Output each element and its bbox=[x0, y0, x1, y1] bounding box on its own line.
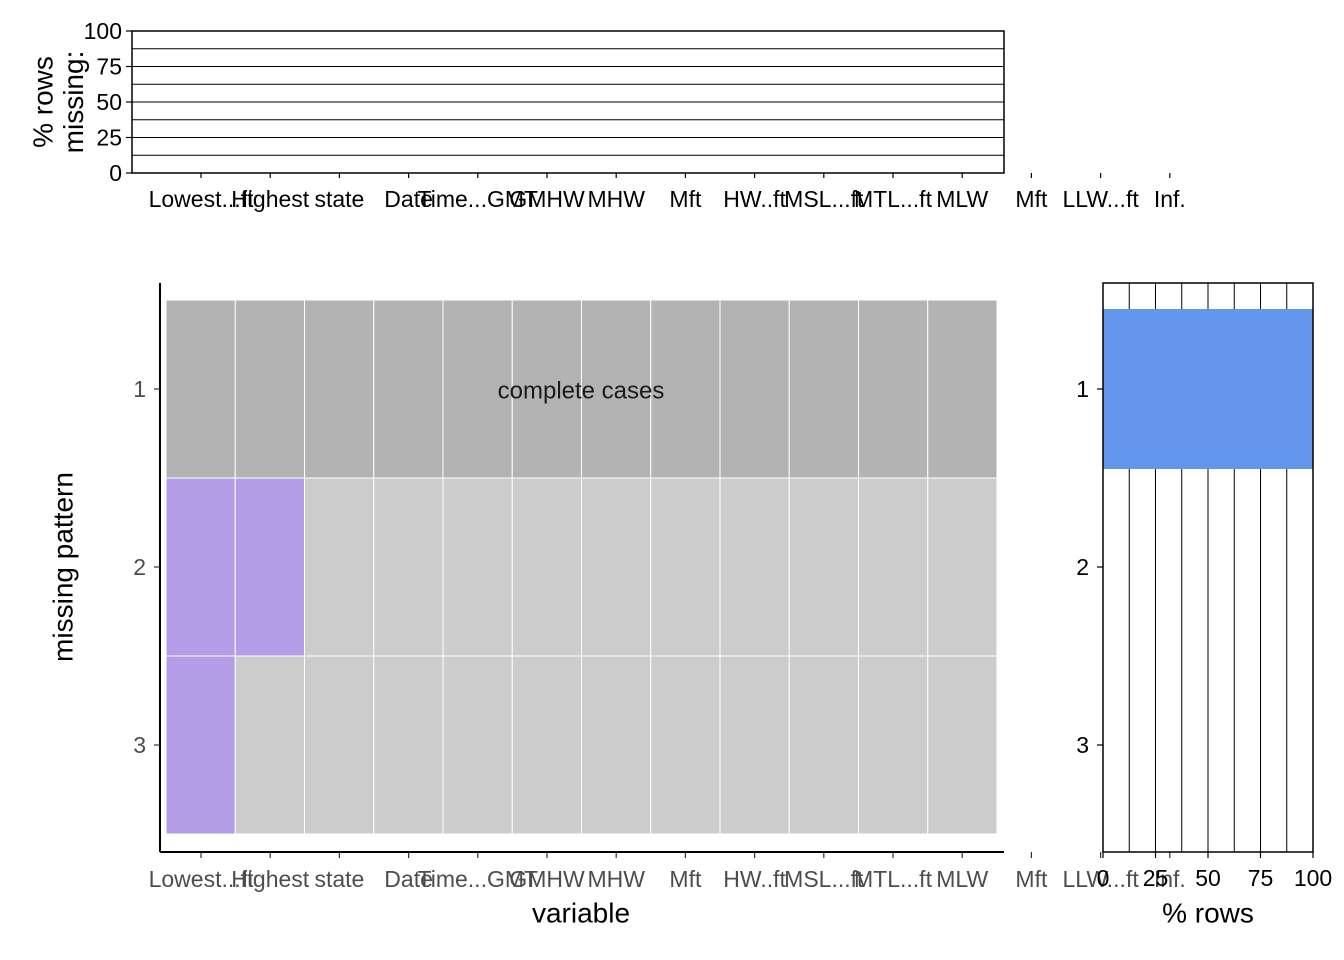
main-xtick-label-13: LLW...ft bbox=[1062, 866, 1139, 892]
top-ylabel-line-0: % rows bbox=[27, 56, 58, 148]
main-ytick-label-1: 1 bbox=[133, 376, 146, 402]
top-ytick-label-0: 0 bbox=[109, 160, 122, 186]
pattern-cell-r3-c7 bbox=[581, 655, 652, 835]
right-xlabel: % rows bbox=[1162, 898, 1254, 929]
pattern-cell-r3-c12 bbox=[927, 655, 998, 835]
pattern-cell-r2-c6 bbox=[511, 477, 582, 657]
pattern-cell-r1-c4 bbox=[373, 299, 444, 479]
top-xtick-label-13: LLW...ft bbox=[1062, 186, 1139, 212]
right-xtick-label-4: 100 bbox=[1294, 865, 1332, 891]
main-ytick-label-3: 3 bbox=[133, 732, 146, 758]
main-xtick-label-2: state bbox=[314, 866, 364, 892]
top-xtick-label-0: Lowest...ft bbox=[149, 186, 254, 212]
top-ytick-label-2: 50 bbox=[96, 89, 122, 115]
top-xtick-label-11: MLW bbox=[936, 186, 988, 212]
main-xtick-label-8: HW..ft bbox=[723, 866, 786, 892]
top-xtick-label-3: Date bbox=[384, 186, 433, 212]
right-bar-1 bbox=[1103, 309, 1313, 469]
top-xtick-label-5: GMHW bbox=[509, 186, 585, 212]
pattern-cell-r2-c10 bbox=[788, 477, 859, 657]
main-xtick-label-5: GMHW bbox=[509, 866, 585, 892]
main-xtick-label-9: MSL...ft bbox=[784, 866, 864, 892]
top-xtick-label-4: Time...GMT bbox=[418, 186, 539, 212]
pattern-cell-r2-c3 bbox=[304, 477, 375, 657]
top-ylabel-line-1: missing: bbox=[58, 51, 89, 154]
main-xtick-label-1: Highest bbox=[231, 866, 310, 892]
main-xtick-label-11: MLW bbox=[936, 866, 988, 892]
pattern-cell-r2-c4 bbox=[373, 477, 444, 657]
pattern-cell-r2-c7 bbox=[581, 477, 652, 657]
pattern-cell-r1-c10 bbox=[788, 299, 859, 479]
pattern-cell-r1-c11 bbox=[858, 299, 929, 479]
pattern-cell-r3-c2 bbox=[234, 655, 305, 835]
pattern-cell-r1-c6 bbox=[511, 299, 582, 479]
main-xtick-label-14: Inf. bbox=[1154, 866, 1186, 892]
pattern-cell-r1-c7 bbox=[581, 299, 652, 479]
pattern-cell-r1-c5 bbox=[442, 299, 513, 479]
pattern-cell-r1-c12 bbox=[927, 299, 998, 479]
main-xtick-label-0: Lowest...ft bbox=[149, 866, 254, 892]
top-ytick-label-1: 25 bbox=[96, 125, 122, 151]
pattern-cell-r3-c4 bbox=[373, 655, 444, 835]
top-ylabel: % rowsmissing: bbox=[27, 51, 89, 154]
top-xtick-label-12: Mft bbox=[1015, 186, 1048, 212]
pattern-cell-r3-c8 bbox=[650, 655, 721, 835]
pattern-cell-r1-c9 bbox=[719, 299, 790, 479]
right-xtick-label-0: 0 bbox=[1097, 865, 1110, 891]
pattern-cell-r1-c1 bbox=[165, 299, 236, 479]
top-xtick-label-8: HW..ft bbox=[723, 186, 786, 212]
main-xtick-label-3: Date bbox=[384, 866, 433, 892]
main-xlabel: variable bbox=[532, 898, 630, 929]
pattern-cell-r2-c8 bbox=[650, 477, 721, 657]
top-ytick-label-3: 75 bbox=[96, 54, 122, 80]
top-xtick-label-10: MTL...ft bbox=[854, 186, 933, 212]
main-xtick-label-7: Mft bbox=[669, 866, 702, 892]
pattern-cell-r1-c8 bbox=[650, 299, 721, 479]
pattern-cell-r2-c12 bbox=[927, 477, 998, 657]
top-xtick-label-9: MSL...ft bbox=[784, 186, 864, 212]
main-xtick-label-10: MTL...ft bbox=[854, 866, 933, 892]
pattern-cell-r3-c6 bbox=[511, 655, 582, 835]
top-xtick-label-14: Inf. bbox=[1154, 186, 1186, 212]
top-xtick-label-1: Highest bbox=[231, 186, 310, 212]
pattern-cell-r3-c11 bbox=[858, 655, 929, 835]
pattern-cell-r3-c5 bbox=[442, 655, 513, 835]
top-xtick-label-2: state bbox=[314, 186, 364, 212]
pattern-cell-r3-c9 bbox=[719, 655, 790, 835]
pattern-cell-r2-c11 bbox=[858, 477, 929, 657]
pattern-cell-r2-c9 bbox=[719, 477, 790, 657]
pattern-cell-r2-c2 bbox=[234, 477, 305, 657]
right-xtick-label-1: 25 bbox=[1143, 865, 1169, 891]
pattern-cell-r1-c2 bbox=[234, 299, 305, 479]
pattern-cell-r1-c3 bbox=[304, 299, 375, 479]
right-ytick-label-2: 2 bbox=[1076, 554, 1089, 580]
main-xtick-label-4: Time...GMT bbox=[418, 866, 539, 892]
top-xtick-label-6: MHW bbox=[587, 186, 645, 212]
main-xtick-label-12: Mft bbox=[1015, 866, 1048, 892]
pattern-cell-r2-c5 bbox=[442, 477, 513, 657]
right-xtick-label-2: 50 bbox=[1195, 865, 1221, 891]
main-ytick-label-2: 2 bbox=[133, 554, 146, 580]
right-ytick-label-1: 1 bbox=[1076, 376, 1089, 402]
pattern-cell-r3-c1 bbox=[165, 655, 236, 835]
top-xtick-label-7: Mft bbox=[669, 186, 702, 212]
right-xtick-label-3: 75 bbox=[1248, 865, 1274, 891]
pattern-cell-r2-c1 bbox=[165, 477, 236, 657]
main-xtick-label-6: MHW bbox=[587, 866, 645, 892]
pattern-cell-r3-c10 bbox=[788, 655, 859, 835]
pattern-cell-r3-c3 bbox=[304, 655, 375, 835]
complete-cases-label: complete cases bbox=[498, 378, 665, 405]
main-ylabel: missing pattern bbox=[48, 472, 79, 662]
right-ytick-label-3: 3 bbox=[1076, 732, 1089, 758]
top-ytick-label-4: 100 bbox=[84, 18, 122, 44]
